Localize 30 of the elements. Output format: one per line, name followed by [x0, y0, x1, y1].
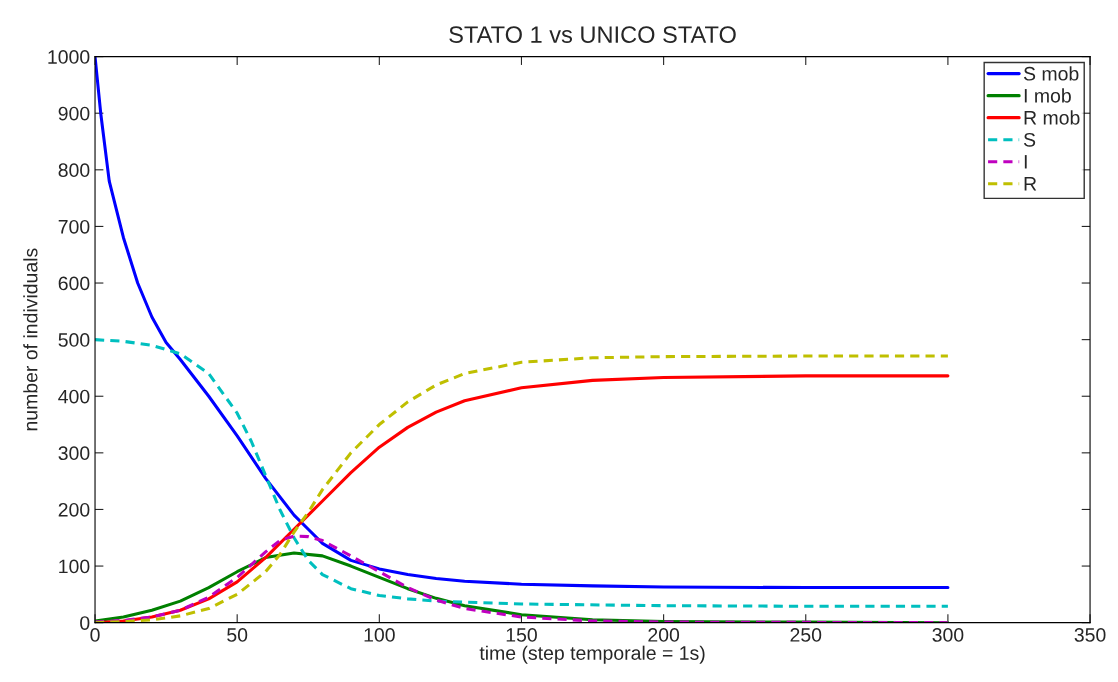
legend-label: R mob: [1024, 110, 1080, 125]
x-axis-title: time (step temporale = 1s): [479, 645, 705, 664]
y-tick-label: 400: [58, 389, 90, 404]
legend-label: R: [1024, 177, 1037, 191]
x-tick-label: 150: [506, 628, 537, 642]
y-tick-label: 100: [59, 559, 90, 574]
x-tick-label: 100: [364, 628, 395, 642]
y-tick-label: 500: [58, 333, 90, 347]
y-tick-label: 300: [58, 446, 90, 461]
chart-title: STATO 1 vs UNICO STATO: [449, 26, 736, 43]
x-tick-label: 300: [932, 628, 964, 642]
legend-label: S: [1023, 132, 1036, 147]
x-tick-label: 250: [790, 628, 822, 642]
x-tick-label: 200: [648, 628, 680, 642]
y-tick-label: 1000: [48, 50, 90, 64]
x-tick-label: 50: [227, 628, 248, 642]
legend-label: I: [1024, 155, 1027, 169]
y-tick-label: 800: [58, 163, 90, 178]
x-tick-label: 0: [90, 628, 100, 642]
y-tick-label: 700: [58, 219, 90, 234]
line-series: [95, 56, 950, 590]
y-tick-label: 600: [58, 276, 90, 291]
y-tick-label: 200: [58, 502, 90, 517]
line-series: [95, 534, 950, 623]
legend-label: I mob: [1024, 88, 1071, 103]
y-tick-label: 900: [58, 106, 90, 121]
y-tick-label: 0: [80, 616, 90, 630]
y-axis-title: number of individuals: [23, 248, 38, 431]
legend-label: S mob: [1023, 66, 1079, 81]
x-tick-label: 350: [1074, 628, 1106, 642]
